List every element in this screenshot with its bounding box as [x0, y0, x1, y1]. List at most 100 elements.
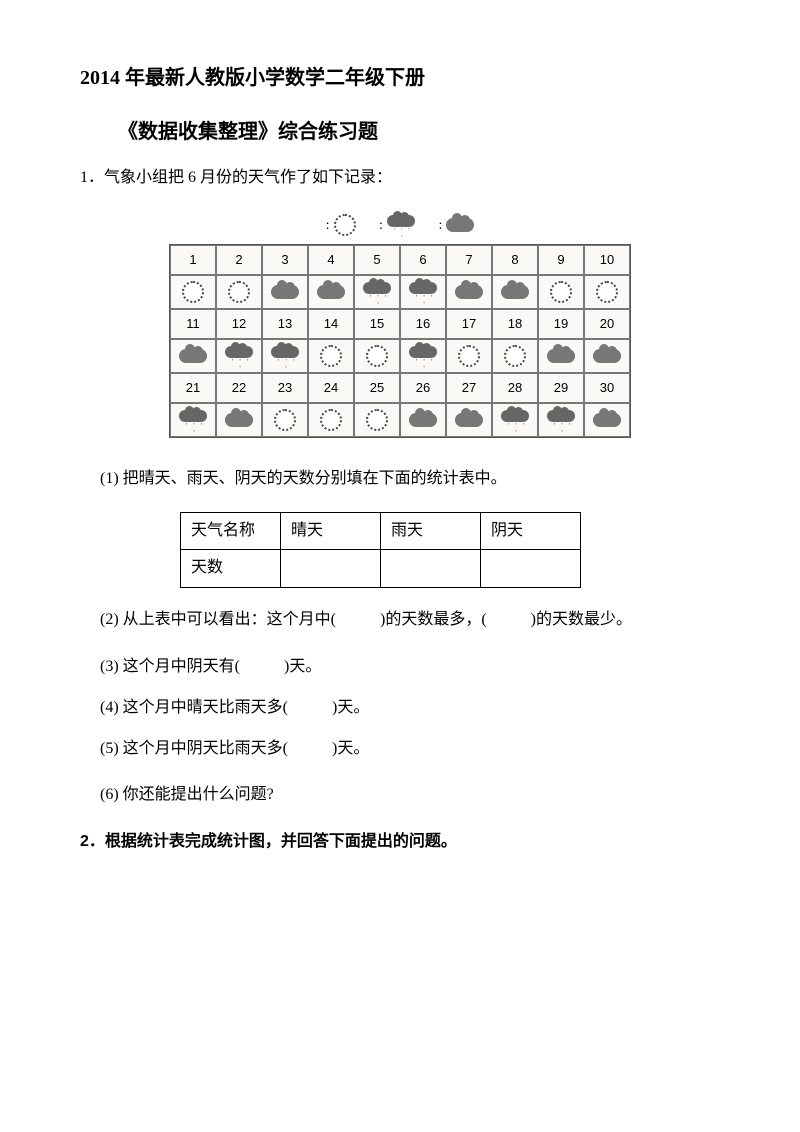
text: )的天数最多，(	[380, 611, 487, 628]
day-weather	[538, 339, 584, 373]
cloud-icon	[593, 349, 621, 363]
q1-sub4: (4) 这个月中晴天比雨天多()天。	[80, 694, 720, 723]
th-name: 天气名称	[181, 512, 281, 550]
day-weather	[308, 275, 354, 309]
sun-icon	[366, 345, 388, 367]
day-number: 11	[170, 309, 216, 339]
day-number: 10	[584, 245, 630, 275]
q1-sub3: (3) 这个月中阴天有( )天。	[80, 653, 720, 682]
day-number: 27	[446, 373, 492, 403]
td-rainy[interactable]	[381, 550, 481, 588]
td-days-label: 天数	[181, 550, 281, 588]
rain-icon: ' ' ' '	[363, 282, 391, 302]
sun-icon	[504, 345, 526, 367]
day-number: 12	[216, 309, 262, 339]
rain-icon: ' ' ' '	[271, 346, 299, 366]
day-weather: ' ' ' '	[170, 403, 216, 437]
text: (5) 这个月中阴天比雨天多(	[100, 740, 288, 757]
day-number: 8	[492, 245, 538, 275]
day-weather	[216, 403, 262, 437]
doc-title-1: 2014 年最新人教版小学数学二年级下册	[80, 60, 720, 96]
cloud-icon	[409, 413, 437, 427]
day-number: 28	[492, 373, 538, 403]
colon: :	[438, 213, 442, 238]
text: (2) 从上表中可以看出：这个月中(	[100, 611, 336, 628]
day-number: 14	[308, 309, 354, 339]
cloud-icon	[501, 285, 529, 299]
day-number: 15	[354, 309, 400, 339]
day-weather	[354, 403, 400, 437]
day-number: 21	[170, 373, 216, 403]
stat-table: 天气名称 晴天 雨天 阴天 天数	[180, 512, 581, 589]
day-number: 18	[492, 309, 538, 339]
th-rainy: 雨天	[381, 512, 481, 550]
q1-sub2: (2) 从上表中可以看出：这个月中()的天数最多，()的天数最少。	[80, 606, 720, 635]
day-weather: ' ' ' '	[492, 403, 538, 437]
colon: :	[326, 213, 330, 238]
colon: :	[379, 213, 383, 238]
day-number: 19	[538, 309, 584, 339]
cloud-icon	[593, 413, 621, 427]
doc-title-2: 《数据收集整理》综合练习题	[80, 114, 720, 150]
day-weather: ' ' ' '	[216, 339, 262, 373]
sun-icon	[228, 281, 250, 303]
calendar-figure: : :' ' ' ' : 12345678910' ' ' '' ' ' '11…	[80, 213, 720, 441]
calendar-grid: 12345678910' ' ' '' ' ' '111213141516171…	[169, 244, 631, 438]
cloud-icon	[446, 218, 474, 232]
td-sunny[interactable]	[281, 550, 381, 588]
day-weather: ' ' ' '	[354, 275, 400, 309]
q2-title: 2．根据统计表完成统计图，并回答下面提出的问题。	[80, 828, 720, 857]
day-weather	[584, 275, 630, 309]
day-weather	[170, 275, 216, 309]
q1-sub5: (5) 这个月中阴天比雨天多( )天。	[80, 735, 720, 764]
sun-icon	[458, 345, 480, 367]
day-weather	[308, 339, 354, 373]
day-number: 2	[216, 245, 262, 275]
day-weather	[538, 275, 584, 309]
day-weather	[446, 275, 492, 309]
day-number: 4	[308, 245, 354, 275]
day-number: 17	[446, 309, 492, 339]
sun-icon	[182, 281, 204, 303]
day-number: 9	[538, 245, 584, 275]
rain-icon: ' ' ' '	[225, 346, 253, 366]
rain-icon: ' ' ' '	[409, 346, 437, 366]
cloud-icon	[317, 285, 345, 299]
day-number: 26	[400, 373, 446, 403]
sun-icon	[366, 409, 388, 431]
text: )天。	[332, 740, 369, 757]
day-weather	[262, 275, 308, 309]
day-weather	[216, 275, 262, 309]
day-number: 24	[308, 373, 354, 403]
th-cloudy: 阴天	[481, 512, 581, 550]
cloud-icon	[455, 413, 483, 427]
day-number: 1	[170, 245, 216, 275]
text: )天。	[284, 658, 321, 675]
sun-icon	[320, 345, 342, 367]
day-number: 16	[400, 309, 446, 339]
day-weather: ' ' ' '	[262, 339, 308, 373]
cloud-icon	[225, 413, 253, 427]
cloud-icon	[455, 285, 483, 299]
sun-icon	[320, 409, 342, 431]
day-number: 23	[262, 373, 308, 403]
cloud-icon	[547, 349, 575, 363]
sun-icon	[596, 281, 618, 303]
q1-intro: 1．气象小组把 6 月份的天气作了如下记录：	[80, 164, 720, 193]
rain-icon: ' ' ' '	[547, 410, 575, 430]
day-number: 30	[584, 373, 630, 403]
day-weather	[446, 403, 492, 437]
text: (3) 这个月中阴天有(	[100, 658, 240, 675]
day-weather	[446, 339, 492, 373]
day-number: 13	[262, 309, 308, 339]
day-number: 25	[354, 373, 400, 403]
day-weather	[308, 403, 354, 437]
day-weather	[584, 339, 630, 373]
rain-icon: ' ' ' '	[387, 215, 415, 235]
day-number: 7	[446, 245, 492, 275]
td-cloudy[interactable]	[481, 550, 581, 588]
legend: : :' ' ' ' :	[80, 213, 720, 238]
sun-icon	[274, 409, 296, 431]
day-number: 29	[538, 373, 584, 403]
q1-sub1: (1) 把晴天、雨天、阴天的天数分别填在下面的统计表中。	[80, 465, 720, 494]
